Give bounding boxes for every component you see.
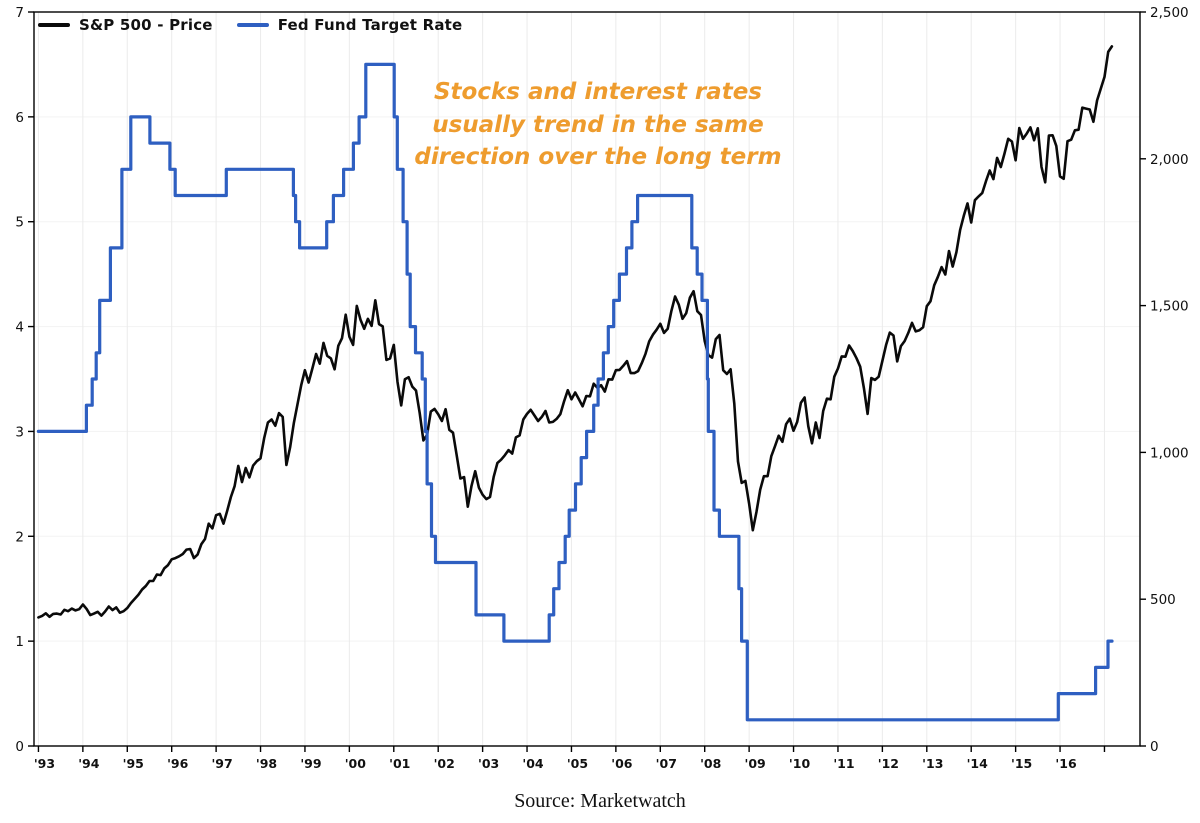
svg-text:'99: '99 bbox=[300, 756, 321, 771]
svg-text:2: 2 bbox=[15, 529, 24, 545]
svg-text:'95: '95 bbox=[123, 756, 144, 771]
legend-label-fed-rate: Fed Fund Target Rate bbox=[277, 16, 463, 34]
svg-text:0: 0 bbox=[15, 739, 24, 755]
svg-text:'10: '10 bbox=[789, 756, 811, 771]
svg-text:'02: '02 bbox=[434, 756, 455, 771]
svg-text:'15: '15 bbox=[1011, 756, 1032, 771]
svg-text:'16: '16 bbox=[1055, 756, 1077, 771]
legend-item-fed-rate: Fed Fund Target Rate bbox=[236, 16, 463, 34]
svg-text:'00: '00 bbox=[345, 756, 367, 771]
chart-annotation: Stocks and interest rates usually trend … bbox=[414, 76, 781, 174]
svg-text:'01: '01 bbox=[389, 756, 410, 771]
legend-label-sp500: S&P 500 - Price bbox=[79, 16, 213, 34]
fed-rate-line-swatch bbox=[236, 23, 269, 27]
svg-text:'93: '93 bbox=[34, 756, 55, 771]
svg-text:'12: '12 bbox=[878, 756, 899, 771]
svg-text:2,500: 2,500 bbox=[1150, 5, 1189, 21]
svg-text:'04: '04 bbox=[522, 756, 544, 771]
svg-text:'05: '05 bbox=[567, 756, 588, 771]
svg-text:0: 0 bbox=[1150, 739, 1159, 755]
svg-text:5: 5 bbox=[15, 215, 24, 231]
svg-text:7: 7 bbox=[15, 5, 24, 21]
annotation-line-2: usually trend in the same bbox=[432, 111, 764, 138]
svg-text:'09: '09 bbox=[745, 756, 766, 771]
annotation-line-1: Stocks and interest rates bbox=[433, 79, 762, 105]
svg-text:1: 1 bbox=[15, 634, 24, 650]
svg-text:1,000: 1,000 bbox=[1150, 445, 1189, 461]
svg-text:500: 500 bbox=[1150, 592, 1176, 608]
svg-text:'98: '98 bbox=[256, 756, 277, 771]
svg-text:'11: '11 bbox=[833, 756, 854, 771]
svg-text:'08: '08 bbox=[700, 756, 721, 771]
svg-text:'06: '06 bbox=[611, 756, 633, 771]
svg-text:2,000: 2,000 bbox=[1150, 152, 1189, 168]
source-caption: Source: Marketwatch bbox=[514, 790, 686, 812]
svg-text:'13: '13 bbox=[922, 756, 943, 771]
svg-text:'94: '94 bbox=[78, 756, 100, 771]
legend: S&P 500 - Price Fed Fund Target Rate bbox=[38, 16, 462, 34]
svg-text:'96: '96 bbox=[167, 756, 189, 771]
svg-text:6: 6 bbox=[15, 110, 24, 126]
sp500-line-swatch bbox=[38, 23, 70, 27]
svg-text:'03: '03 bbox=[478, 756, 499, 771]
annotation-line-3: direction over the long term bbox=[414, 144, 782, 171]
legend-item-sp500: S&P 500 - Price bbox=[38, 16, 213, 34]
svg-text:3: 3 bbox=[15, 424, 24, 440]
svg-text:'97: '97 bbox=[211, 756, 232, 771]
svg-text:'14: '14 bbox=[967, 756, 989, 771]
svg-text:4: 4 bbox=[15, 320, 24, 336]
svg-text:1,500: 1,500 bbox=[1150, 299, 1189, 315]
svg-text:'07: '07 bbox=[656, 756, 677, 771]
